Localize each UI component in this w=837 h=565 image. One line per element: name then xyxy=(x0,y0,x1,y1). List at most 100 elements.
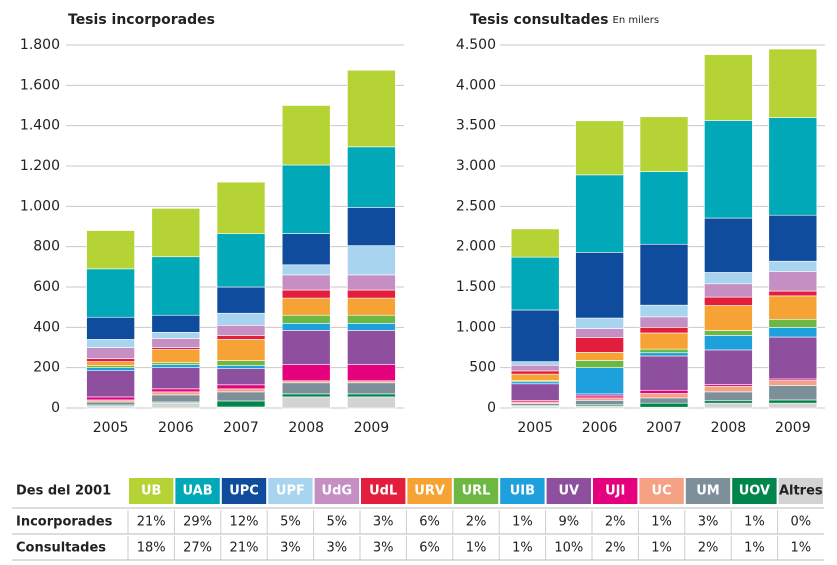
table-header-cell xyxy=(546,478,591,504)
bar-segment xyxy=(704,305,753,331)
table-column-name: UdL xyxy=(369,484,397,499)
table-cell: 5% xyxy=(280,515,301,530)
bar-segment xyxy=(639,389,689,394)
bar-segment xyxy=(510,228,560,258)
y-tick-label: 200 xyxy=(33,360,60,376)
table-cell: 21% xyxy=(137,515,166,530)
bar-segment xyxy=(639,397,689,404)
bar-segment xyxy=(704,330,753,336)
x-tick-label: 2005 xyxy=(517,420,553,436)
bar-segment xyxy=(86,401,135,406)
table-column-name: UB xyxy=(141,484,161,499)
bar-segment xyxy=(704,283,753,298)
bar-segment xyxy=(151,362,201,365)
bar-segment xyxy=(347,322,396,331)
y-tick-label: 1.000 xyxy=(20,198,60,214)
bar-segment xyxy=(151,349,201,363)
table-column-name: UJI xyxy=(605,484,625,499)
table-cell: 10% xyxy=(554,541,583,556)
bar-segment xyxy=(768,117,818,216)
bar-segment xyxy=(86,268,135,318)
y-tick-label: 600 xyxy=(33,279,60,295)
y-tick-label: 0 xyxy=(51,400,60,416)
table-cell: 9% xyxy=(558,515,579,530)
x-tick-label: 2007 xyxy=(646,420,682,436)
table-row-label: Consultades xyxy=(16,541,106,556)
bar-segment xyxy=(639,116,689,172)
table-header-cell xyxy=(361,478,406,504)
bar-segment xyxy=(151,208,201,258)
bar-segment xyxy=(281,289,331,299)
bar-segment xyxy=(704,400,753,404)
table-column-name: UC xyxy=(652,484,672,499)
bar-segment xyxy=(347,396,396,409)
bar-segment xyxy=(216,360,266,366)
bar-segment xyxy=(151,367,201,390)
bar-segment xyxy=(151,347,201,350)
bar-segment xyxy=(347,297,396,316)
bar-segment xyxy=(575,174,624,253)
bar-segment xyxy=(347,289,396,299)
bar-segment xyxy=(216,388,266,393)
table-column-name: UdG xyxy=(322,484,353,499)
bar-segment xyxy=(86,405,135,409)
table-column-name: UAB xyxy=(183,484,213,499)
table-cell: 1% xyxy=(790,541,811,556)
bar-segment xyxy=(281,314,331,324)
bar-segment xyxy=(704,54,753,121)
bar-segment xyxy=(639,402,689,408)
table-cell: 27% xyxy=(183,541,212,556)
bar-segment xyxy=(510,373,560,381)
bar-segment xyxy=(639,393,689,399)
bar-segment xyxy=(216,233,266,288)
bar-segment xyxy=(281,105,331,166)
table-column-name: UOV xyxy=(739,484,770,499)
bar-segment xyxy=(639,243,689,306)
y-tick-label: 4.500 xyxy=(456,37,496,53)
table-cell: 3% xyxy=(373,515,394,530)
table-header-cell xyxy=(593,478,638,504)
bar-segment xyxy=(86,339,135,348)
table-cell: 1% xyxy=(744,515,765,530)
bar-segment xyxy=(768,260,818,272)
bar-segment xyxy=(281,396,331,409)
table-cell: 1% xyxy=(651,515,672,530)
bar-segment xyxy=(216,181,266,234)
bar-segment xyxy=(86,358,135,362)
y-tick-label: 500 xyxy=(469,360,496,376)
bar-segment xyxy=(575,400,624,406)
bar-segment xyxy=(216,339,266,361)
table-cell: 3% xyxy=(326,541,347,556)
bar-segment xyxy=(639,332,689,350)
bar-segment xyxy=(575,405,624,409)
table-cell: 5% xyxy=(326,515,347,530)
y-tick-label: 1.500 xyxy=(456,279,496,295)
bar-segment xyxy=(575,328,624,338)
y-tick-label: 800 xyxy=(33,239,60,255)
table-cell: 2% xyxy=(605,515,626,530)
y-tick-label: 1.200 xyxy=(20,158,60,174)
table-header-cell xyxy=(732,478,777,504)
table-cell: 2% xyxy=(605,541,626,556)
bar-segment xyxy=(704,120,753,219)
table-header-cell xyxy=(685,478,731,504)
bar-segment xyxy=(151,338,201,348)
table-column-name: Altres xyxy=(779,484,823,499)
x-tick-label: 2007 xyxy=(223,420,259,436)
table-cell: 1% xyxy=(466,541,487,556)
bar-segment xyxy=(216,365,266,369)
bar-segment xyxy=(216,391,266,402)
table-header-cell xyxy=(407,478,452,504)
bar-segment xyxy=(704,391,753,402)
bar-segment xyxy=(768,48,818,118)
bar-segment xyxy=(86,316,135,340)
y-tick-label: 3.500 xyxy=(456,118,496,134)
table-header: Des del 2001 xyxy=(16,484,111,499)
table-column-name: UM xyxy=(696,484,720,499)
x-tick-label: 2009 xyxy=(775,420,811,436)
y-tick-label: 400 xyxy=(33,319,60,335)
bar-segment xyxy=(704,272,753,285)
bar-segment xyxy=(575,337,624,353)
bar-segment xyxy=(575,393,624,397)
bar-segment xyxy=(575,360,624,368)
